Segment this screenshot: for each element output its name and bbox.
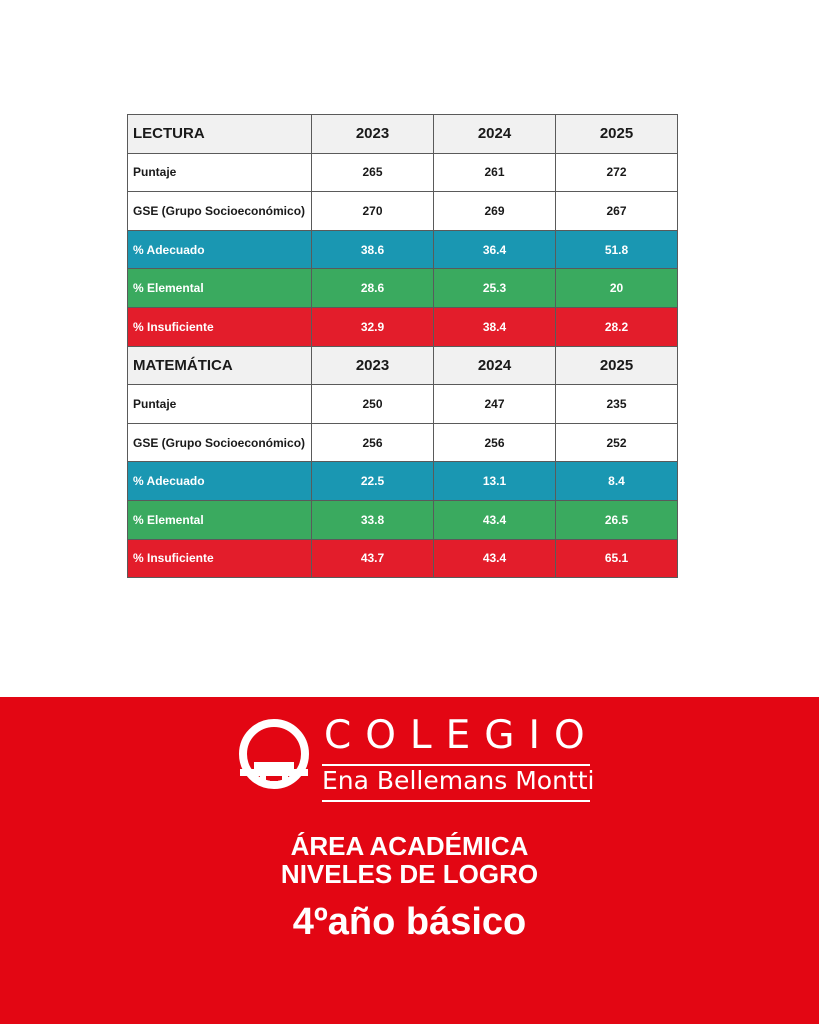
section-title: MATEMÁTICA <box>127 345 312 386</box>
cell-value: 252 <box>555 422 678 463</box>
cell-value: 38.6 <box>311 229 434 270</box>
row-label: GSE (Grupo Socioeconómico) <box>127 191 312 231</box>
cell-value: 43.4 <box>433 538 556 579</box>
cell-value: 8.4 <box>555 461 678 501</box>
grade-title: 4ºaño básico <box>292 901 527 943</box>
year-header: 2023 <box>311 114 434 154</box>
footer-banner: COLEGIO Ena Bellemans Montti ÁREA ACADÉM… <box>0 697 819 1024</box>
cell-value: 65.1 <box>555 538 678 579</box>
row-label: Puntaje <box>127 152 312 193</box>
section-header-matematica: MATEMÁTICA 2023 2024 2025 <box>127 345 678 386</box>
cell-value: 26.5 <box>555 499 678 540</box>
levels-heading: NIVELES DE LOGRO <box>280 859 539 889</box>
cell-value: 32.9 <box>311 306 434 347</box>
table-row: GSE (Grupo Socioeconómico) 256 256 252 <box>127 422 678 463</box>
cell-value: 272 <box>555 152 678 193</box>
cell-value: 28.2 <box>555 306 678 347</box>
year-header: 2024 <box>433 345 556 386</box>
table-row-insuficiente: % Insuficiente 43.7 43.4 65.1 <box>127 538 678 579</box>
cell-value: 247 <box>433 384 556 424</box>
section-title: LECTURA <box>127 114 312 154</box>
table-row-elemental: % Elemental 28.6 25.3 20 <box>127 268 678 308</box>
table-row: Puntaje 265 261 272 <box>127 152 678 193</box>
logo-divider <box>322 764 590 766</box>
logo-school-name: Ena Bellemans Montti <box>322 766 595 795</box>
cell-value: 250 <box>311 384 434 424</box>
row-label: % Adecuado <box>127 229 312 270</box>
school-emblem-icon <box>239 719 309 789</box>
cell-value: 51.8 <box>555 229 678 270</box>
year-header: 2023 <box>311 345 434 386</box>
table-row-elemental: % Elemental 33.8 43.4 26.5 <box>127 499 678 540</box>
cell-value: 25.3 <box>433 268 556 308</box>
table-row-adecuado: % Adecuado 22.5 13.1 8.4 <box>127 461 678 501</box>
cell-value: 38.4 <box>433 306 556 347</box>
cell-value: 269 <box>433 191 556 231</box>
cell-value: 43.4 <box>433 499 556 540</box>
row-label: % Adecuado <box>127 461 312 501</box>
year-header: 2025 <box>555 114 678 154</box>
cell-value: 256 <box>311 422 434 463</box>
cell-value: 36.4 <box>433 229 556 270</box>
cell-value: 20 <box>555 268 678 308</box>
row-label: % Insuficiente <box>127 306 312 347</box>
cell-value: 270 <box>311 191 434 231</box>
cell-value: 43.7 <box>311 538 434 579</box>
cell-value: 261 <box>433 152 556 193</box>
logo-word-colegio: COLEGIO <box>324 713 599 758</box>
cell-value: 22.5 <box>311 461 434 501</box>
table-row: GSE (Grupo Socioeconómico) 270 269 267 <box>127 191 678 231</box>
area-heading: ÁREA ACADÉMICA <box>290 831 529 861</box>
year-header: 2024 <box>433 114 556 154</box>
year-header: 2025 <box>555 345 678 386</box>
results-table: LECTURA 2023 2024 2025 Puntaje 265 261 2… <box>127 114 678 579</box>
table-row: Puntaje 250 247 235 <box>127 384 678 424</box>
cell-value: 33.8 <box>311 499 434 540</box>
table-row-insuficiente: % Insuficiente 32.9 38.4 28.2 <box>127 306 678 347</box>
row-label: GSE (Grupo Socioeconómico) <box>127 422 312 463</box>
table-row-adecuado: % Adecuado 38.6 36.4 51.8 <box>127 229 678 270</box>
cell-value: 265 <box>311 152 434 193</box>
cell-value: 13.1 <box>433 461 556 501</box>
row-label: % Insuficiente <box>127 538 312 579</box>
row-label: % Elemental <box>127 268 312 308</box>
row-label: Puntaje <box>127 384 312 424</box>
section-header-lectura: LECTURA 2023 2024 2025 <box>127 114 678 154</box>
cell-value: 256 <box>433 422 556 463</box>
logo-underline <box>322 800 590 802</box>
cell-value: 28.6 <box>311 268 434 308</box>
cell-value: 267 <box>555 191 678 231</box>
row-label: % Elemental <box>127 499 312 540</box>
cell-value: 235 <box>555 384 678 424</box>
school-logo: COLEGIO Ena Bellemans Montti <box>236 713 599 802</box>
